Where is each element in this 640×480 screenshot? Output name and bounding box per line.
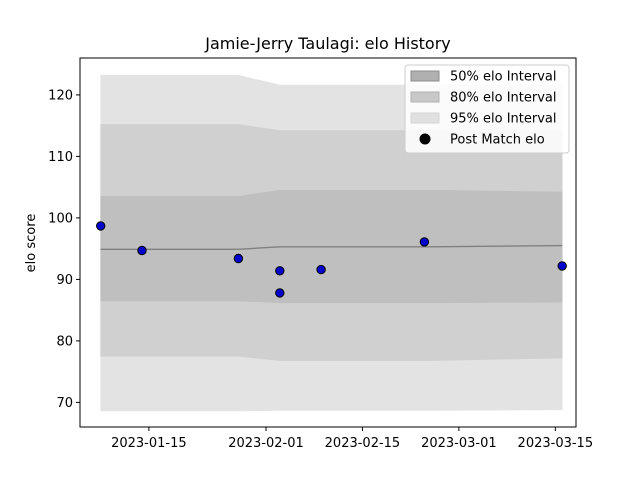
legend-swatch — [410, 112, 440, 124]
mean-line-layer — [100, 244, 563, 251]
elo-point — [275, 266, 285, 276]
post-match-points — [96, 221, 567, 298]
legend-label: 95% elo Interval — [450, 112, 557, 127]
y-tick-label: 110 — [48, 150, 73, 165]
mean-elo-line — [100, 244, 563, 251]
legend-swatch — [410, 70, 440, 82]
legend-label: Post Match elo — [450, 133, 545, 148]
x-tick-label: 2023-03-15 — [518, 436, 594, 451]
elo-point — [137, 245, 147, 256]
y-tick-label: 70 — [56, 396, 73, 411]
y-tick-label: 80 — [56, 334, 73, 349]
elo-point — [419, 237, 430, 247]
y-tick-label: 90 — [56, 273, 73, 288]
x-tick-label: 2023-03-01 — [421, 436, 497, 451]
legend-label: 50% elo Interval — [450, 70, 557, 85]
plot-frame — [79, 57, 577, 428]
elo-point — [233, 253, 244, 264]
x-axis: 2023-01-15 2023-02-01 2023-02-15 2023-03-01… — [111, 427, 593, 451]
legend-label: 80% elo Interval — [450, 91, 557, 106]
y-tick-label: 120 — [48, 88, 73, 103]
y-axis-label: elo score — [24, 214, 39, 273]
legend-swatch — [410, 91, 440, 103]
elo-point — [316, 264, 326, 275]
elo-point — [275, 288, 285, 298]
x-tick-label: 2023-02-15 — [325, 436, 401, 451]
y-axis: 70 80 90 100 110 120 — [48, 88, 80, 411]
legend-box — [404, 64, 570, 154]
x-tick-label: 2023-02-01 — [228, 436, 304, 451]
legend: 50% elo Interval 80% elo Interval 95% elo … — [404, 64, 570, 154]
legend-marker — [419, 133, 431, 145]
elo-point — [557, 261, 567, 271]
elo-point — [96, 221, 106, 231]
x-tick-label: 2023-01-15 — [111, 436, 187, 451]
y-tick-label: 100 — [48, 211, 73, 226]
chart-title: Jamie-Jerry Taulagi: elo History — [204, 34, 451, 53]
